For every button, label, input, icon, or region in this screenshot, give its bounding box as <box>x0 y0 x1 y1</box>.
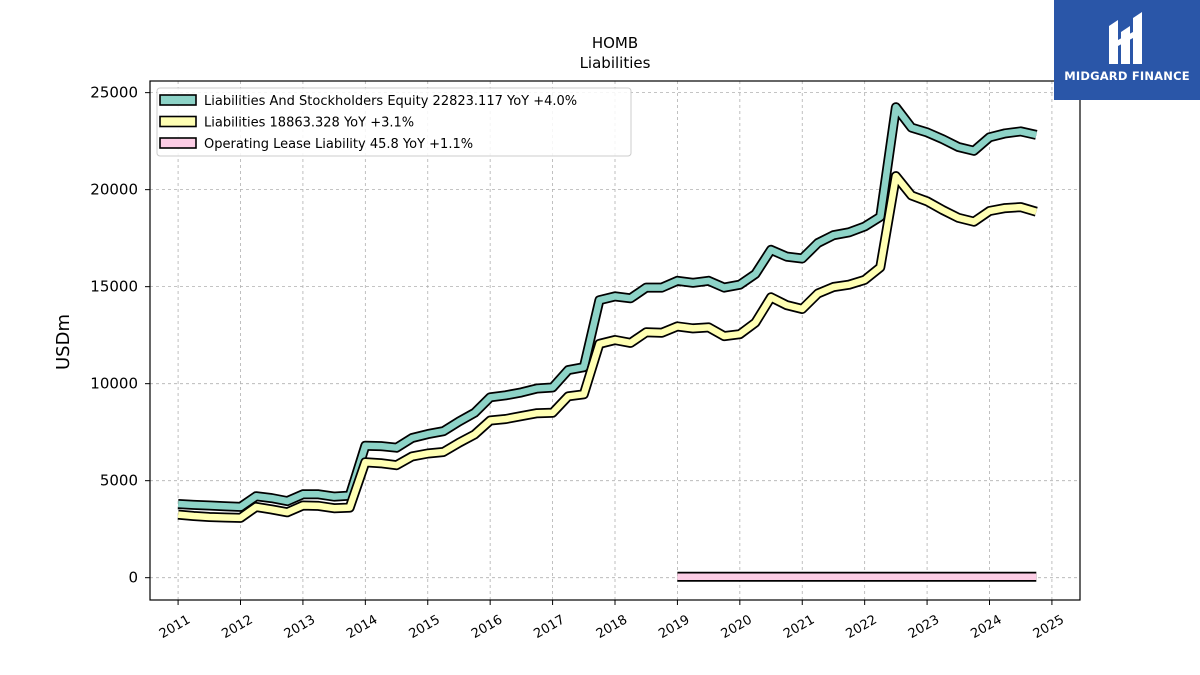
legend-label: Operating Lease Liability 45.8 YoY +1.1% <box>204 137 473 152</box>
x-tick-label: 2014 <box>344 612 380 642</box>
legend: Liabilities And Stockholders Equity 2282… <box>156 87 632 157</box>
x-tick-label: 2022 <box>844 612 880 642</box>
y-tick-label: 5000 <box>100 472 138 490</box>
brand-name: MIDGARD FINANCE <box>1064 69 1190 83</box>
brand-logo-icon <box>1109 12 1142 64</box>
x-tick-label: 2019 <box>656 612 692 642</box>
x-tick-label: 2013 <box>282 612 318 642</box>
legend-label: Liabilities And Stockholders Equity 2282… <box>204 94 577 109</box>
chart-title: HOMB <box>592 34 638 52</box>
y-tick-label: 25000 <box>90 84 138 102</box>
legend-swatch <box>159 94 197 106</box>
series-line-liabilities-and-stockholders-equity <box>177 103 1038 511</box>
legend-swatch <box>159 137 197 149</box>
x-tick-label: 2015 <box>407 612 443 642</box>
series-outline-liabilities <box>177 171 1038 523</box>
legend-swatch <box>159 115 197 128</box>
y-tick-label: 15000 <box>90 278 138 296</box>
grid <box>150 81 1080 600</box>
x-tick-label: 2020 <box>719 612 755 642</box>
legend-box <box>156 87 632 157</box>
y-tick-label: 10000 <box>90 375 138 393</box>
x-tick-label: 2024 <box>968 612 1004 642</box>
y-axis: 0 5000 10000 15000 20000 25000 <box>90 84 150 587</box>
x-tick-label: 2016 <box>469 612 505 642</box>
series-layer <box>177 102 1038 582</box>
legend-label: Liabilities 18863.328 YoY +3.1% <box>204 116 414 131</box>
x-tick-label: 2011 <box>157 612 193 642</box>
y-tick-label: 20000 <box>90 181 138 199</box>
brand-logo: MIDGARD FINANCE <box>1054 0 1200 100</box>
y-axis-label: USDm <box>53 314 74 370</box>
series-line-liabilities <box>177 172 1038 522</box>
y-tick-label: 0 <box>128 569 138 587</box>
chart-subtitle: Liabilities <box>580 54 651 72</box>
x-tick-label: 2021 <box>781 612 817 642</box>
x-tick-label: 2023 <box>906 612 942 642</box>
x-tick-label: 2017 <box>531 612 567 642</box>
x-axis: 2011 2012 2013 2014 2015 2016 2017 2018 2019 2020… <box>157 600 1067 642</box>
series-outline-liabilities-and-stockholders-equity <box>177 102 1038 512</box>
x-tick-label: 2025 <box>1031 612 1067 642</box>
x-tick-label: 2012 <box>219 612 255 642</box>
x-tick-label: 2018 <box>594 612 630 642</box>
